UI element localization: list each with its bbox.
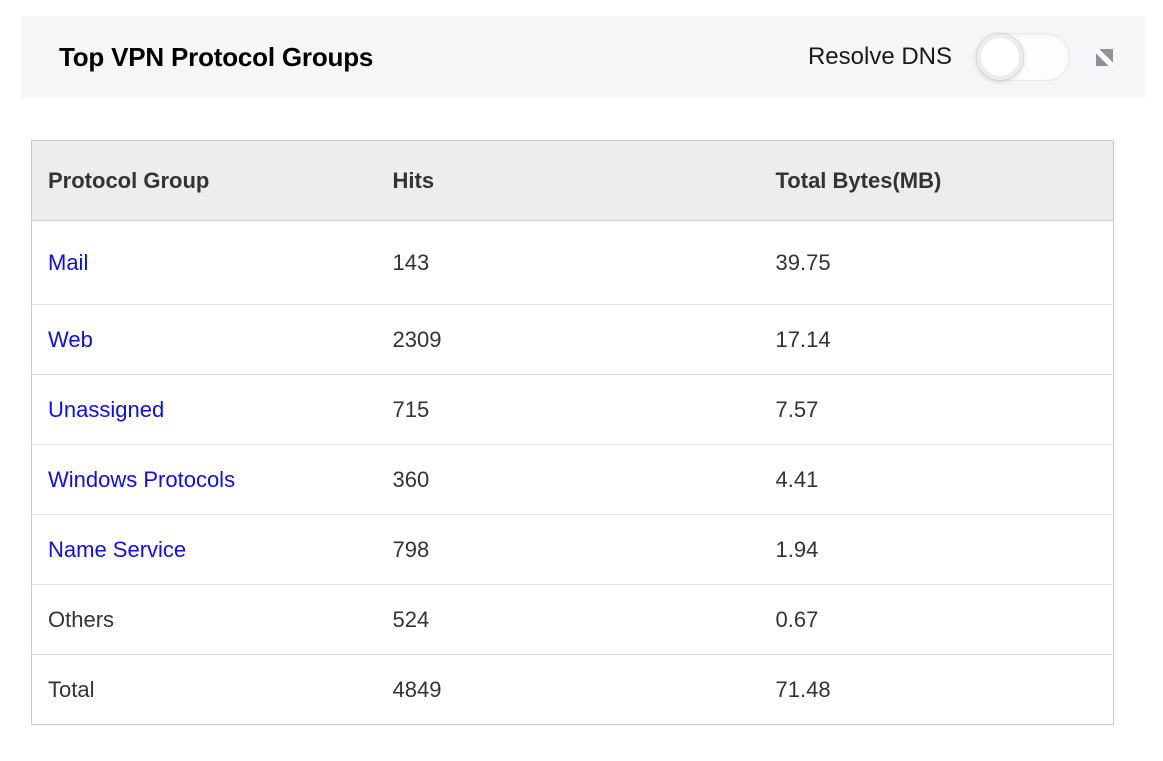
protocol-table: Protocol Group Hits Total Bytes(MB) Mail… [31,140,1114,725]
total-bytes-value: 1.94 [775,536,819,562]
protocol-group-cell: Total [31,654,377,725]
hits-value: 715 [392,396,430,422]
protocol-group-cell: Windows Protocols [31,444,377,515]
table-row: Mail 143 39.75 [32,221,1114,305]
total-bytes-cell: 39.75 [760,221,1114,305]
total-bytes-value: 39.75 [775,249,831,275]
table-row: Web 2309 17.14 [31,304,1114,375]
protocol-group-link[interactable]: Unassigned [48,396,165,422]
protocol-group-link[interactable]: Mail [48,249,89,275]
total-bytes-value: 71.48 [775,676,831,702]
hits-value: 524 [392,606,430,632]
total-bytes-value: 0.67 [775,606,819,632]
total-bytes-cell: 1.94 [759,514,1114,585]
hits-cell: 524 [376,584,760,655]
hits-cell: 798 [376,514,760,585]
table-body: Mail 143 39.75 Web 2309 17.14 Unassigned… [31,221,1114,725]
total-bytes-cell: 7.57 [759,374,1114,445]
total-bytes-cell: 0.67 [759,584,1114,655]
hits-cell: 715 [376,374,760,445]
protocol-group-text: Others [48,606,115,632]
protocol-group-cell: Web [31,304,377,375]
protocol-group-link[interactable]: Name Service [48,536,187,562]
total-bytes-cell: 71.48 [759,654,1114,725]
table-row: Name Service 798 1.94 [31,514,1114,585]
hits-cell: 4849 [376,654,760,725]
resolve-dns-toggle[interactable] [976,33,1070,81]
total-bytes-value: 7.57 [775,396,819,422]
hits-value: 798 [392,536,430,562]
protocol-group-cell: Others [31,584,377,655]
total-bytes-cell: 4.41 [759,444,1114,515]
hits-value: 2309 [392,326,442,352]
widget-title: Top VPN Protocol Groups [59,41,374,72]
total-bytes-value: 4.41 [775,466,819,492]
expand-collapse-icon[interactable] [1096,48,1113,66]
hits-cell: 2309 [376,304,760,375]
hits-value: 4849 [392,676,442,702]
table-row: Unassigned 715 7.57 [31,374,1114,445]
table-header-row: Protocol Group Hits Total Bytes(MB) [31,140,1114,221]
total-bytes-value: 17.14 [775,326,831,352]
column-header-hits: Hits [376,140,760,221]
total-bytes-cell: 17.14 [759,304,1114,375]
hits-value: 360 [392,466,430,492]
protocol-group-text: Total [48,676,95,702]
widget-header: Top VPN Protocol Groups Resolve DNS [21,16,1145,98]
protocol-group-cell: Name Service [31,514,377,585]
protocol-table-container: Protocol Group Hits Total Bytes(MB) Mail… [31,140,1114,725]
table-row: Others 524 0.67 [31,584,1114,655]
table-row: Windows Protocols 360 4.41 [31,444,1114,515]
resolve-dns-label: Resolve DNS [807,43,952,70]
column-header-total-bytes: Total Bytes(MB) [759,140,1114,221]
column-header-protocol-group: Protocol Group [31,140,377,221]
toggle-knob-icon [976,33,1024,81]
hits-cell: 360 [376,444,760,515]
protocol-group-link[interactable]: Windows Protocols [48,466,236,492]
hits-value: 143 [392,249,430,275]
protocol-group-cell: Unassigned [31,374,377,445]
table-row: Total 4849 71.48 [31,654,1114,725]
protocol-group-cell: Mail [32,221,377,305]
protocol-group-link[interactable]: Web [48,326,93,352]
hits-cell: 143 [377,221,760,305]
